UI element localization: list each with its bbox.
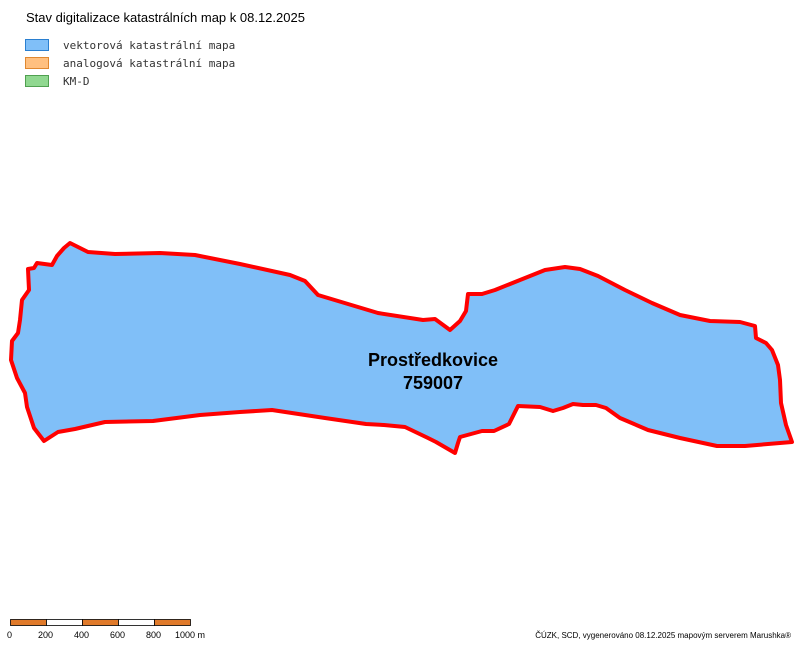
legend-swatch-analog bbox=[25, 57, 49, 69]
credits-text: ČÚZK, SCD, vygenerováno 08.12.2025 mapov… bbox=[535, 631, 791, 640]
legend-swatch-vector bbox=[25, 39, 49, 51]
scale-segment-4 bbox=[118, 619, 155, 626]
scale-label-600: 600 bbox=[110, 630, 126, 640]
legend: vektorová katastrální mapa analogová kat… bbox=[25, 36, 235, 90]
scale-labels: 0 200 400 600 800 1000 m bbox=[0, 630, 240, 644]
scale-segment-1 bbox=[10, 619, 47, 626]
legend-label-vector: vektorová katastrální mapa bbox=[63, 38, 236, 52]
scale-label-400: 400 bbox=[74, 630, 90, 640]
legend-item-vector: vektorová katastrální mapa bbox=[25, 36, 235, 54]
scale-segment-5 bbox=[154, 619, 191, 626]
scale-bar bbox=[10, 619, 191, 626]
legend-label-analog: analogová katastrální mapa bbox=[63, 56, 236, 70]
cadastral-area-name: Prostředkovice bbox=[368, 350, 498, 370]
legend-item-analog: analogová katastrální mapa bbox=[25, 54, 235, 72]
scale-label-0: 0 bbox=[7, 630, 13, 640]
legend-swatch-kmd bbox=[25, 75, 49, 87]
cadastral-area-code: 759007 bbox=[403, 373, 463, 393]
scale-label-200: 200 bbox=[38, 630, 54, 640]
scale-segment-3 bbox=[82, 619, 119, 626]
map-title: Stav digitalizace katastrálních map k 08… bbox=[26, 10, 305, 25]
scale-segment-2 bbox=[46, 619, 83, 626]
legend-label-kmd: KM-D bbox=[63, 74, 90, 88]
legend-item-kmd: KM-D bbox=[25, 72, 235, 90]
scale-label-1000: 1000 m bbox=[175, 630, 206, 640]
cadastral-area-polygon[interactable] bbox=[9, 241, 794, 455]
scale-label-800: 800 bbox=[146, 630, 162, 640]
